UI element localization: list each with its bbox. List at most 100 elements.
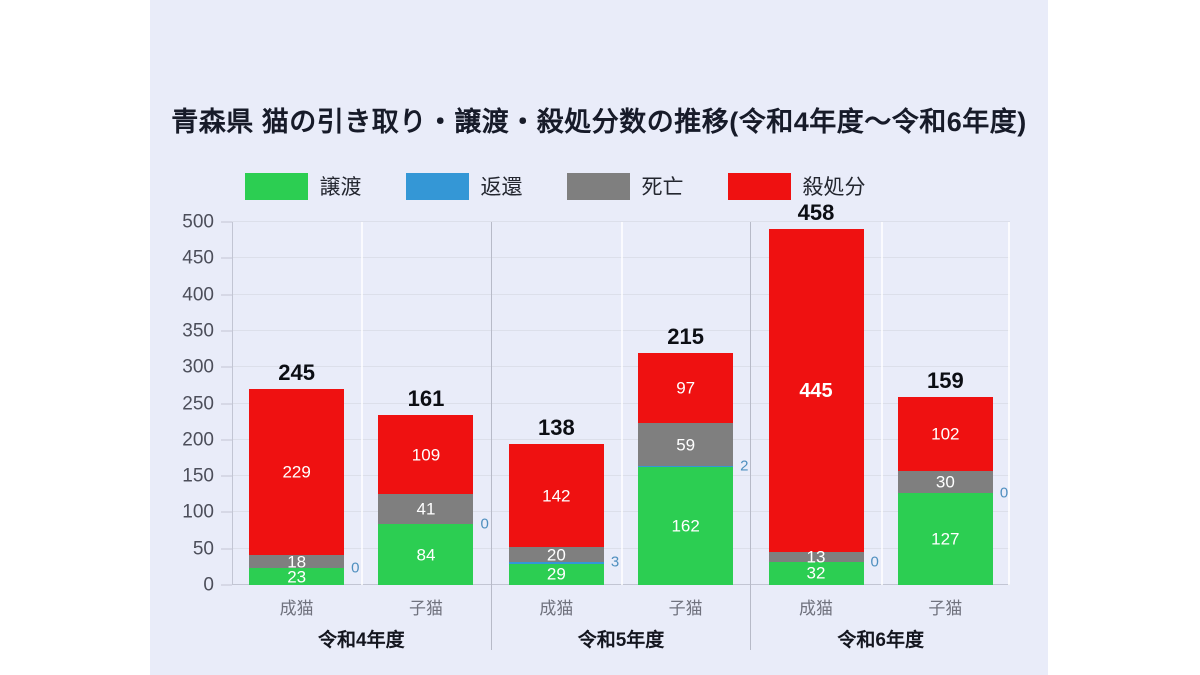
y-tick-mark [221, 294, 232, 296]
y-tick-0: 0 [203, 576, 232, 595]
y-tick-500: 500 [182, 213, 232, 232]
y-tick-mark [221, 257, 232, 259]
bar-slot: 127 30 102 159 0 [897, 222, 1008, 585]
legend-label: 譲渡 [319, 176, 362, 199]
category-label: 子猫 [408, 599, 443, 618]
y-tick-200: 200 [182, 430, 232, 449]
y-tick-mark [221, 366, 232, 368]
segment-value-label: 23 [287, 567, 307, 587]
segment-譲渡: 162 [638, 467, 734, 585]
y-tick-mark [221, 403, 232, 404]
segment-殺処分: 97 [638, 352, 734, 424]
category-slot: 子猫 [898, 600, 993, 617]
legend-swatch-gray [566, 172, 630, 200]
bar-total-label: 138 [537, 415, 575, 441]
segment-value-label: 97 [676, 378, 696, 398]
y-tick-mark [221, 511, 232, 513]
y-tick-label: 150 [182, 465, 214, 487]
bar-slot: 23 18 229 245 0 [249, 222, 360, 587]
category-label: 子猫 [668, 599, 703, 618]
legend-item-satsushobun: 殺処分 [727, 171, 866, 201]
group-plot: 23 18 229 245 0 84 41 109 161 0 [232, 222, 491, 585]
segment-死亡: 41 [378, 494, 474, 525]
y-tick-mark [221, 475, 232, 477]
y-tick-label: 250 [182, 393, 214, 414]
group-plot: 29 20 142 138 3 162 59 97 215 2 [492, 222, 751, 585]
return-value-label: 2 [740, 457, 749, 475]
segment-殺処分: 102 [897, 396, 993, 472]
y-tick-label: 400 [182, 284, 214, 306]
stacked-bar: 127 30 102 159 0 [897, 369, 1008, 585]
stacked-bar: 84 41 109 161 0 [378, 388, 489, 585]
chart-groups: 23 18 229 245 0 84 41 109 161 0 成猫 子猫 令和4年度 29 20 142 13… [232, 202, 1010, 650]
legend: 譲渡 返還 死亡 殺処分 [150, 171, 1004, 201]
y-tick-mark [221, 221, 232, 223]
y-axis-line [232, 222, 233, 585]
legend-swatch-red [727, 172, 791, 200]
segment-殺処分: 142 [508, 444, 604, 548]
category-slot: 成猫 [509, 600, 604, 617]
bar-total-label: 161 [407, 386, 445, 412]
segment-死亡: 59 [638, 423, 734, 466]
year-label: 令和4年度 [318, 630, 405, 651]
legend-item-henkan: 返還 [405, 171, 523, 201]
y-tick-150: 150 [182, 467, 232, 486]
return-value-label: 0 [999, 484, 1009, 502]
year-group: 29 20 142 138 3 162 59 97 215 2 成猫 子猫 令和5年度 [492, 222, 752, 650]
return-value-label: 0 [351, 559, 360, 577]
segment-value-label: 142 [542, 486, 571, 506]
segment-value-label: 229 [282, 462, 311, 482]
y-tick-100: 100 [182, 503, 232, 522]
y-tick-300: 300 [182, 358, 232, 377]
stacked-bar: 23 18 229 245 0 [249, 361, 360, 587]
year-group: 23 18 229 245 0 84 41 109 161 0 成猫 子猫 令和4年度 [232, 222, 492, 650]
segment-value-label: 162 [671, 516, 700, 536]
y-tick-400: 400 [182, 285, 232, 304]
year-group: 32 13 445 458 0 127 30 102 159 0 成猫 子猫 令和6年度 [751, 202, 1010, 650]
y-tick-250: 250 [182, 394, 232, 413]
segment-殺処分: 445 [768, 229, 864, 553]
bar-slot: 32 13 445 458 0 [768, 202, 879, 585]
segment-譲渡: 127 [897, 492, 993, 585]
legend-swatch-blue [405, 172, 469, 200]
legend-label: 返還 [480, 176, 523, 199]
segment-value-label: 102 [931, 424, 960, 444]
segment-譲渡: 29 [508, 563, 604, 585]
stacked-bar: 29 20 142 138 3 [508, 417, 619, 585]
category-labels: 成猫 子猫 [751, 585, 1010, 617]
segment-value-label: 445 [799, 379, 833, 402]
y-tick-label: 200 [182, 429, 214, 451]
segment-死亡: 30 [897, 471, 993, 493]
segment-返還 [638, 465, 734, 468]
legend-label: 殺処分 [802, 176, 866, 199]
segment-value-label: 109 [411, 445, 441, 465]
segment-value-label: 29 [546, 564, 566, 584]
segment-value-label: 13 [806, 547, 826, 567]
category-slot: 子猫 [378, 600, 473, 617]
segment-value-label: 20 [546, 545, 566, 565]
y-tick-label: 350 [182, 320, 214, 342]
segment-value-label: 59 [676, 435, 696, 455]
return-value-label: 0 [870, 553, 879, 571]
segment-譲渡: 32 [768, 561, 864, 585]
chart-title: 青森県 猫の引き取り・譲渡・殺処分数の推移(令和4年度～令和6年度) [171, 107, 1027, 137]
segment-value-label: 32 [806, 563, 826, 583]
category-labels: 成猫 子猫 [492, 585, 751, 617]
segment-value-label: 41 [416, 499, 436, 519]
bar-total-label: 159 [926, 367, 964, 393]
group-plot: 32 13 445 458 0 127 30 102 159 0 [751, 202, 1010, 585]
y-tick-mark [221, 439, 232, 441]
y-tick-label: 500 [182, 211, 214, 233]
y-tick-label: 450 [182, 247, 214, 269]
stacked-bar: 162 59 97 215 2 [638, 325, 749, 585]
y-tick-label: 100 [182, 501, 214, 523]
segment-value-label: 30 [935, 472, 955, 492]
legend-swatch-green [244, 172, 308, 200]
return-value-label: 0 [480, 515, 489, 533]
plot-right-edge [1008, 222, 1010, 585]
category-label: 成猫 [539, 599, 574, 618]
bar-total-label: 215 [667, 323, 705, 349]
y-tick-label: 0 [203, 574, 214, 596]
chart-area: 0 50 100 150 200 250 300 350 400 450 500 23 18 229 24… [182, 202, 1010, 650]
segment-value-label: 84 [416, 545, 436, 564]
